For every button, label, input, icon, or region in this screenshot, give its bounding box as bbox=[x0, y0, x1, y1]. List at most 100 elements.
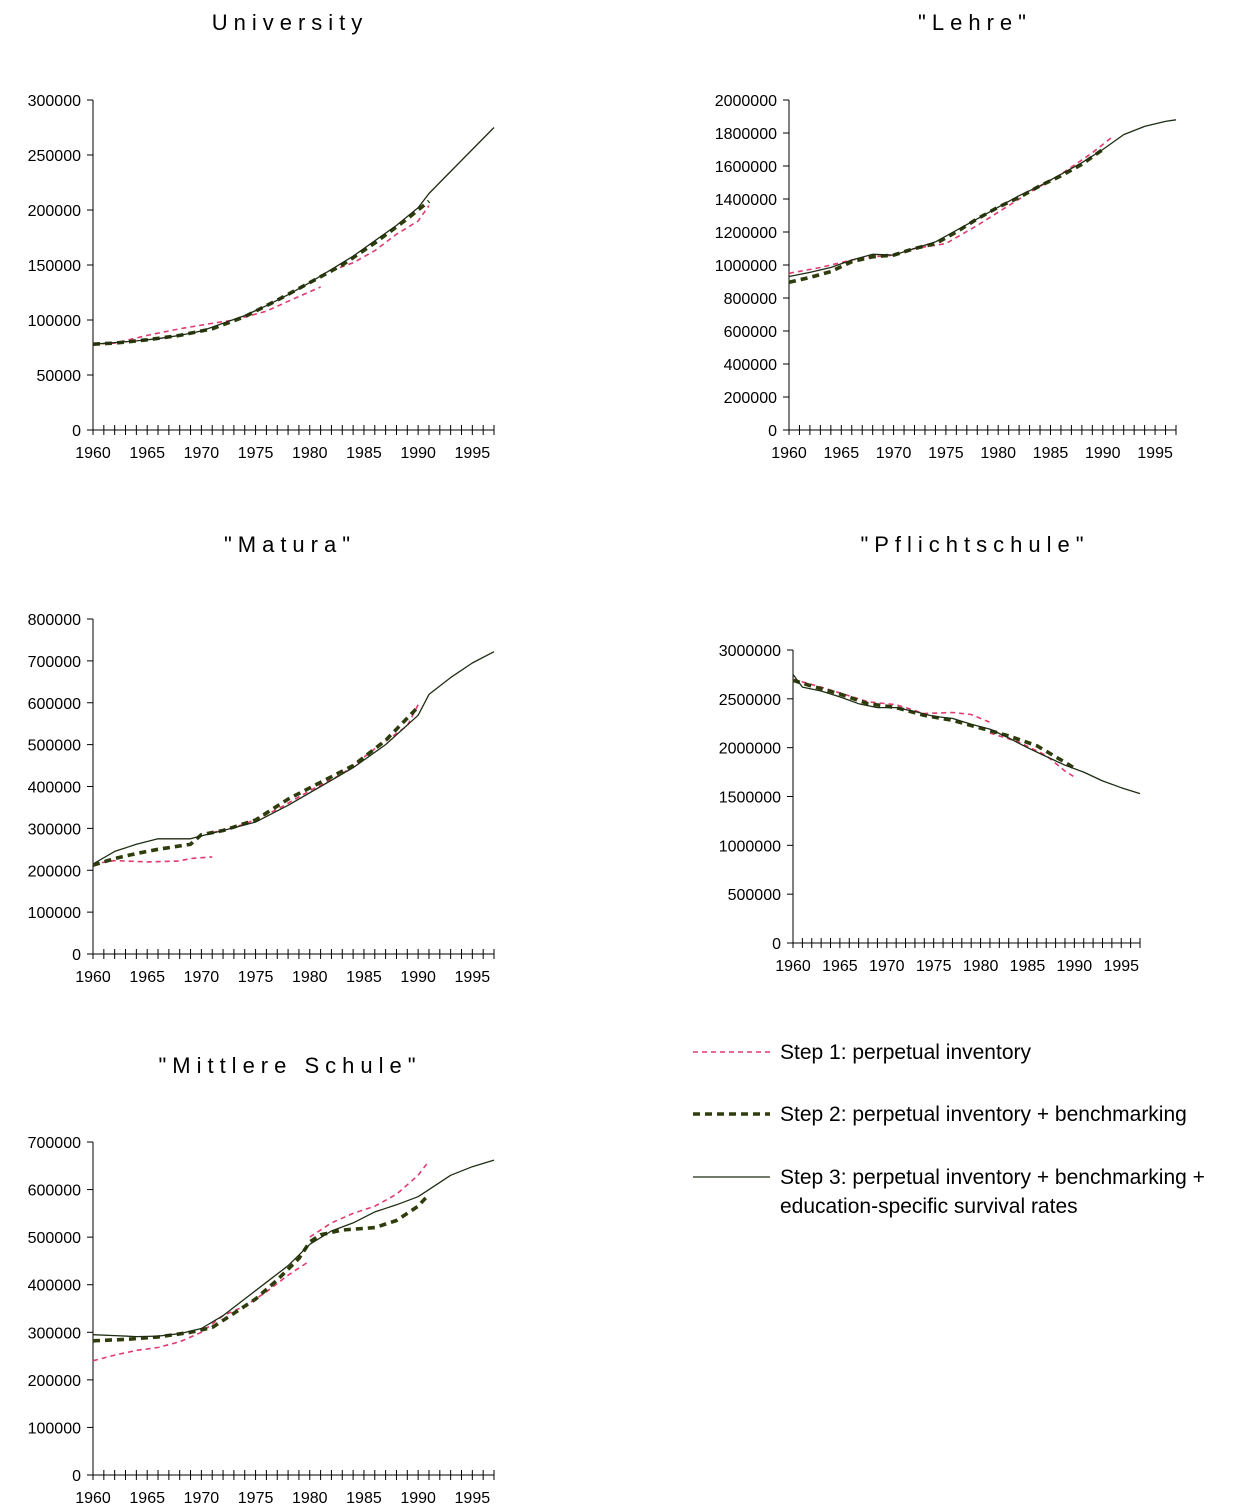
y-tick-label: 700000 bbox=[28, 654, 81, 671]
y-tick-label: 400000 bbox=[28, 1278, 81, 1295]
series-line-step1 bbox=[211, 704, 419, 834]
series-line-step1 bbox=[309, 1160, 430, 1238]
x-tick-label: 1965 bbox=[824, 445, 860, 462]
x-tick-label: 1980 bbox=[292, 969, 328, 986]
series-line-step1 bbox=[92, 286, 321, 345]
y-tick-label: 1200000 bbox=[715, 225, 777, 242]
chart-university: University 0 50000 100000 150000 200000 250000… bbox=[28, 10, 495, 462]
y-tick-label: 600000 bbox=[28, 696, 81, 713]
y-tick-label: 0 bbox=[72, 423, 81, 440]
y-tick-label: 50000 bbox=[37, 368, 82, 385]
y-tick-label: 250000 bbox=[28, 148, 81, 165]
chart-title: University bbox=[212, 10, 369, 35]
x-tick-label: 1965 bbox=[822, 958, 858, 975]
x-tick-label: 1990 bbox=[400, 1490, 436, 1507]
y-tick-label: 500000 bbox=[728, 887, 781, 904]
y-tick-label: 400000 bbox=[28, 780, 81, 797]
chart-title: "Lehre" bbox=[918, 10, 1032, 35]
chart-lehre: "Lehre" 0 200000 400000 600000 800000 1000000 1… bbox=[715, 10, 1177, 462]
series-line-step2 bbox=[792, 678, 1076, 770]
y-tick-label: 100000 bbox=[28, 905, 81, 922]
series-line-step3 bbox=[92, 651, 495, 865]
y-tick-label: 300000 bbox=[28, 821, 81, 838]
y-tick-label: 1800000 bbox=[715, 126, 777, 143]
chart-panels: University 0 50000 100000 150000 200000 250000… bbox=[28, 10, 1177, 1507]
y-tick-label: 600000 bbox=[724, 324, 777, 341]
x-tick-label: 1975 bbox=[238, 1490, 274, 1507]
x-tick-label: 1970 bbox=[876, 445, 912, 462]
y-tick-label: 200000 bbox=[28, 1373, 81, 1390]
x-tick-label: 1985 bbox=[346, 445, 382, 462]
legend-label-step2: Step 2: perpetual inventory + benchmarki… bbox=[780, 1103, 1187, 1126]
y-tick-label: 2000000 bbox=[715, 93, 777, 110]
x-tick-label: 1980 bbox=[292, 1490, 328, 1507]
series-line-step2 bbox=[92, 199, 431, 346]
x-tick-label: 1980 bbox=[292, 445, 328, 462]
series-line-step2 bbox=[92, 1193, 431, 1343]
series-line-step3 bbox=[92, 127, 495, 345]
chart-title: "Matura" bbox=[224, 532, 356, 557]
x-tick-label: 1975 bbox=[928, 445, 964, 462]
x-tick-label: 1980 bbox=[963, 958, 999, 975]
x-tick-label: 1995 bbox=[455, 445, 491, 462]
y-tick-label: 150000 bbox=[28, 258, 81, 275]
x-tick-label: 1990 bbox=[400, 445, 436, 462]
y-tick-label: 300000 bbox=[28, 1325, 81, 1342]
series-line-step1 bbox=[788, 135, 1114, 275]
y-tick-label: 1000000 bbox=[719, 838, 781, 855]
x-tick-label: 1965 bbox=[129, 445, 165, 462]
y-tick-label: 300000 bbox=[28, 93, 81, 110]
chart-pflichtschule: "Pflichtschule" 0 500000 1000000 1500000 2000… bbox=[719, 532, 1141, 975]
x-tick-label: 1960 bbox=[75, 969, 111, 986]
y-tick-label: 400000 bbox=[724, 357, 777, 374]
y-tick-label: 0 bbox=[72, 1468, 81, 1485]
x-tick-label: 1985 bbox=[1010, 958, 1046, 975]
series-line-step1 bbox=[92, 1260, 311, 1362]
x-tick-label: 1990 bbox=[1085, 445, 1121, 462]
y-tick-label: 0 bbox=[772, 936, 781, 953]
chart-title: "Mittlere Schule" bbox=[158, 1053, 421, 1078]
x-tick-label: 1990 bbox=[400, 969, 436, 986]
y-tick-label: 100000 bbox=[28, 1420, 81, 1437]
x-tick-label: 1990 bbox=[1057, 958, 1093, 975]
series-line-step3 bbox=[92, 1159, 495, 1338]
y-tick-label: 800000 bbox=[28, 612, 81, 629]
y-tick-label: 500000 bbox=[28, 738, 81, 755]
legend: Step 1: perpetual inventory Step 2: perp… bbox=[693, 1041, 1205, 1218]
x-tick-label: 1980 bbox=[980, 445, 1016, 462]
x-tick-label: 1960 bbox=[75, 445, 111, 462]
y-tick-label: 1500000 bbox=[719, 790, 781, 807]
y-tick-label: 2000000 bbox=[719, 741, 781, 758]
x-tick-label: 1970 bbox=[184, 969, 220, 986]
series-line-step3 bbox=[788, 119, 1177, 278]
x-tick-label: 1975 bbox=[238, 445, 274, 462]
series-line-step2 bbox=[92, 705, 420, 867]
y-tick-label: 2500000 bbox=[719, 692, 781, 709]
x-tick-label: 1970 bbox=[184, 1490, 220, 1507]
x-tick-label: 1985 bbox=[346, 1490, 382, 1507]
y-tick-label: 600000 bbox=[28, 1183, 81, 1200]
x-tick-label: 1970 bbox=[184, 445, 220, 462]
x-tick-label: 1960 bbox=[75, 1490, 111, 1507]
series-line-step2 bbox=[788, 148, 1104, 285]
y-tick-label: 200000 bbox=[28, 203, 81, 220]
y-tick-label: 200000 bbox=[724, 390, 777, 407]
y-tick-label: 0 bbox=[768, 423, 777, 440]
y-tick-label: 3000000 bbox=[719, 643, 781, 660]
chart-mittlere-schule: "Mittlere Schule" 0 100000 200000 300000 4000… bbox=[28, 1053, 495, 1507]
x-tick-label: 1965 bbox=[129, 969, 165, 986]
x-tick-label: 1965 bbox=[129, 1490, 165, 1507]
x-tick-label: 1985 bbox=[346, 969, 382, 986]
legend-label-step1: Step 1: perpetual inventory bbox=[780, 1041, 1031, 1064]
x-tick-label: 1995 bbox=[455, 1490, 491, 1507]
x-tick-label: 1960 bbox=[775, 958, 811, 975]
y-tick-label: 1600000 bbox=[715, 159, 777, 176]
x-tick-label: 1995 bbox=[1137, 445, 1173, 462]
x-tick-label: 1975 bbox=[238, 969, 274, 986]
y-tick-label: 100000 bbox=[28, 313, 81, 330]
y-tick-label: 700000 bbox=[28, 1135, 81, 1152]
x-tick-label: 1995 bbox=[455, 969, 491, 986]
series-line-step3 bbox=[792, 674, 1141, 795]
y-tick-label: 200000 bbox=[28, 863, 81, 880]
